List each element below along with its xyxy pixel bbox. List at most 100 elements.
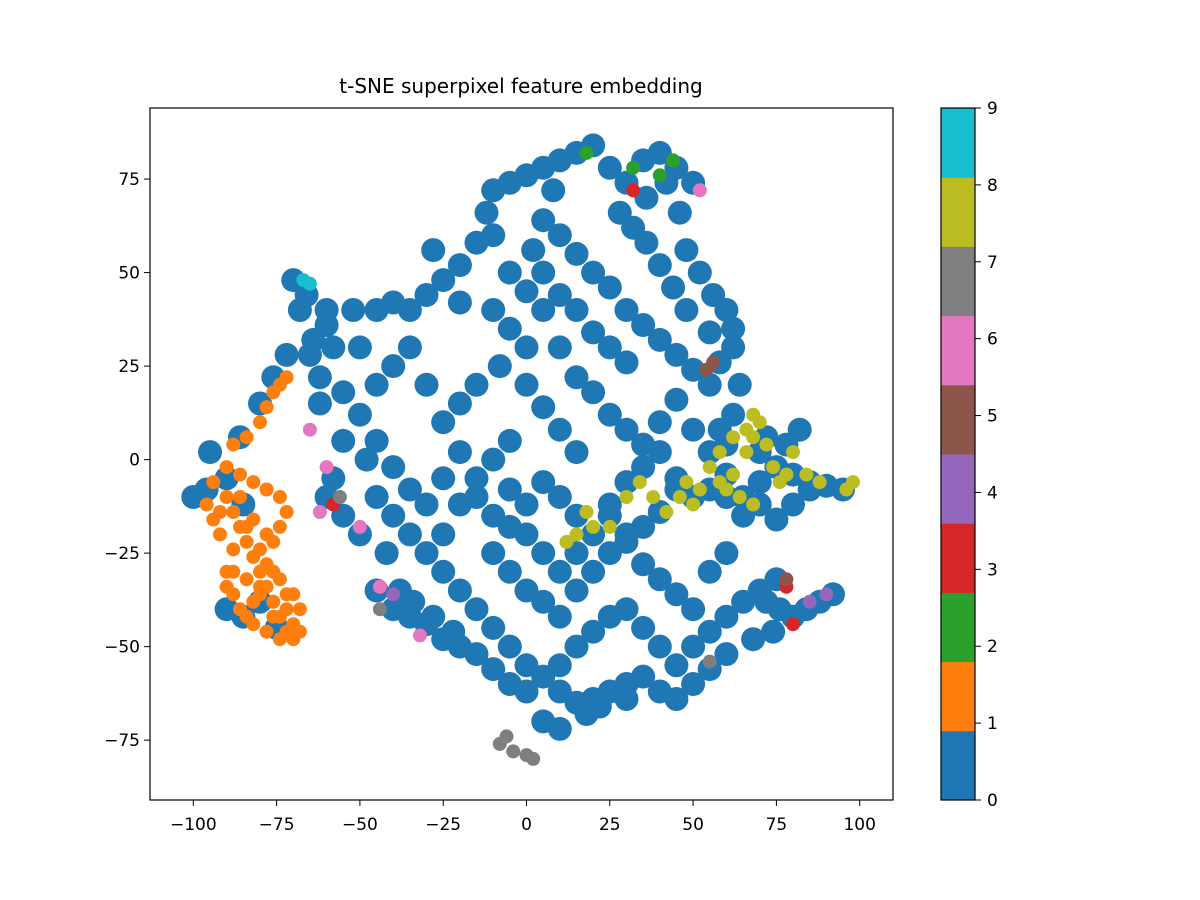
scatter-point-label-0 (421, 238, 446, 263)
scatter-point-label-0 (661, 275, 686, 300)
scatter-point-label-0 (381, 354, 406, 379)
scatter-point-label-0 (597, 402, 622, 427)
scatter-point-label-0 (314, 298, 339, 322)
colorbar-tick-label: 6 (987, 330, 998, 350)
scatter-point-label-0 (414, 372, 439, 397)
scatter-point-label-0 (497, 316, 522, 341)
scatter-point-label-0 (564, 440, 589, 465)
scatter-point-label-0 (614, 350, 639, 375)
scatter-point-label-2 (652, 168, 667, 183)
scatter-point-label-1 (219, 579, 234, 594)
scatter-point-label-7 (372, 602, 387, 617)
scatter-point-label-8 (672, 490, 687, 504)
scatter-point-label-7 (526, 751, 541, 766)
scatter-point-label-0 (497, 514, 522, 539)
scatter-point-label-8 (646, 490, 661, 504)
scatter-point-label-0 (497, 634, 522, 659)
scatter-point-label-0 (531, 260, 556, 285)
y-tick-label: −25 (104, 544, 140, 564)
scatter-point-label-1 (279, 602, 294, 617)
scatter-point-label-0 (198, 440, 222, 465)
scatter-point-label-0 (674, 238, 699, 263)
colorbar-segment-2 (941, 592, 975, 663)
scatter-point-label-0 (531, 395, 556, 420)
scatter-point-label-1 (246, 617, 261, 632)
colorbar-segment-7 (941, 246, 975, 317)
scatter-point-label-1 (279, 505, 294, 519)
scatter-point-label-0 (727, 372, 752, 397)
scatter-point-label-8 (702, 460, 717, 475)
scatter-point-label-0 (764, 507, 789, 532)
scatter-point-label-0 (431, 410, 456, 435)
scatter-point-label-1 (253, 542, 267, 557)
scatter-point-label-8 (559, 534, 574, 549)
colorbar-frame (940, 107, 976, 801)
scatter-point-label-0 (464, 642, 489, 667)
scatter-point-label-0 (381, 503, 406, 528)
colorbar-segment-8 (941, 177, 975, 247)
scatter-point-label-0 (487, 354, 512, 379)
scatter-point-label-4 (819, 587, 834, 602)
scatter-point-label-6 (312, 505, 327, 519)
scatter-point-label-1 (292, 602, 307, 617)
scatter-point-label-1 (272, 632, 287, 647)
scatter-point-label-0 (547, 417, 572, 442)
colorbar-tick-label: 5 (987, 407, 998, 427)
colorbar-segment-5 (941, 384, 975, 455)
scatter-point-label-0 (647, 140, 672, 165)
colorbar-segment-4 (941, 454, 975, 524)
scatter-point-label-1 (253, 415, 267, 430)
scatter-point-label-1 (253, 587, 267, 602)
scatter-point-label-1 (259, 557, 274, 572)
scatter-point-label-0 (597, 155, 622, 180)
scatter-point-label-0 (647, 567, 672, 592)
scatter-point-label-0 (214, 466, 239, 491)
scatter-point-label-1 (233, 490, 247, 504)
scatter-point-label-1 (246, 475, 261, 490)
scatter-point-label-0 (614, 687, 639, 711)
scatter-point-label-8 (759, 437, 774, 452)
scatter-point-label-0 (414, 492, 439, 517)
scatter-point-label-2 (666, 153, 681, 168)
colorbar-tick-label: 4 (987, 483, 998, 503)
x-tick-label: 75 (766, 815, 788, 835)
scatter-point-label-0 (634, 185, 659, 210)
scatter-point-label-7 (702, 654, 717, 669)
scatter-point-label-0 (274, 342, 299, 367)
scatter-point-label-8 (659, 505, 674, 519)
scatter-point-label-0 (707, 417, 732, 442)
scatter-point-label-0 (307, 391, 332, 416)
scatter-point-label-0 (581, 320, 606, 345)
scatter-point-label-1 (226, 505, 241, 519)
scatter-point-label-0 (521, 238, 546, 263)
scatter-point-label-0 (564, 241, 589, 266)
scatter-point-label-0 (547, 223, 572, 248)
colorbar-tick-label: 9 (987, 99, 998, 119)
scatter-point-label-0 (547, 283, 572, 307)
y-tick-label: 50 (118, 264, 140, 284)
scatter-point-label-0 (364, 428, 389, 453)
scatter-point-label-0 (547, 485, 572, 509)
scatter-point-label-1 (199, 497, 214, 512)
scatter-point-label-0 (647, 634, 672, 659)
scatter-point-label-0 (431, 559, 456, 584)
scatter-point-label-0 (714, 541, 739, 566)
scatter-point-label-0 (514, 372, 539, 397)
scatter-point-label-1 (226, 437, 241, 452)
scatter-point-label-0 (664, 687, 689, 711)
scatter-point-label-8 (766, 460, 781, 475)
scatter-point-label-1 (259, 624, 274, 639)
scatter-point-label-0 (514, 679, 539, 704)
scatter-point-label-8 (846, 475, 860, 490)
scatter-point-label-0 (447, 578, 472, 603)
scatter-point-label-1 (239, 572, 254, 587)
x-tick-label: −50 (342, 815, 378, 835)
scatter-point-label-0 (547, 335, 572, 360)
scatter-point-label-1 (219, 460, 234, 475)
scatter-point-label-7 (332, 490, 347, 504)
scatter-point-label-0 (687, 260, 712, 285)
scatter-point-label-0 (401, 589, 426, 614)
scatter-point-label-6 (412, 628, 427, 643)
scatter-point-label-6 (319, 460, 334, 475)
